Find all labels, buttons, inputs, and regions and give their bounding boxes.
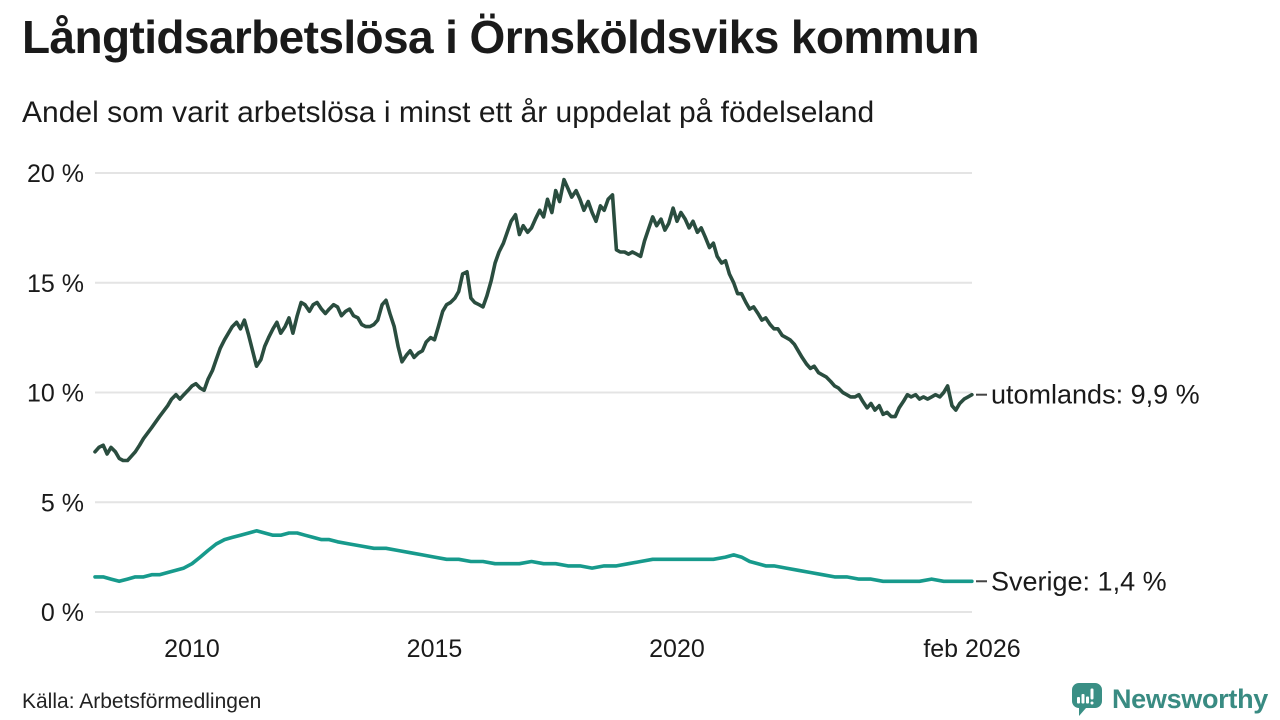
y-tick-label-15: 15 % xyxy=(27,270,84,298)
chart-subtitle: Andel som varit arbetslösa i minst ett å… xyxy=(22,96,875,129)
brand-logo: Newsworthy xyxy=(1069,681,1268,717)
utomlands-line xyxy=(93,177,974,463)
page-title: Långtidsarbetslösa i Örnsköldsviks kommu… xyxy=(22,11,980,63)
y-tick-label-10: 10 % xyxy=(27,380,84,408)
y-tick-label-20: 20 % xyxy=(27,160,84,188)
x-tick-label-2020: 2020 xyxy=(649,635,705,663)
newsworthy-icon xyxy=(1071,683,1102,716)
source-note: Källa: Arbetsförmedlingen xyxy=(22,690,262,713)
y-tick-label-0: 0 % xyxy=(41,599,84,627)
utomlands-end-label: utomlands: 9,9 % xyxy=(991,380,1200,410)
sverige-end-label: Sverige: 1,4 % xyxy=(991,566,1167,596)
sverige-line xyxy=(93,528,974,584)
x-tick-label-feb-2026: feb 2026 xyxy=(923,635,1020,663)
y-tick-label-5: 5 % xyxy=(41,489,84,517)
brand-wordmark: Newsworthy xyxy=(1111,683,1268,714)
x-tick-label-2015: 2015 xyxy=(407,635,463,663)
x-tick-label-2010: 2010 xyxy=(164,635,220,663)
